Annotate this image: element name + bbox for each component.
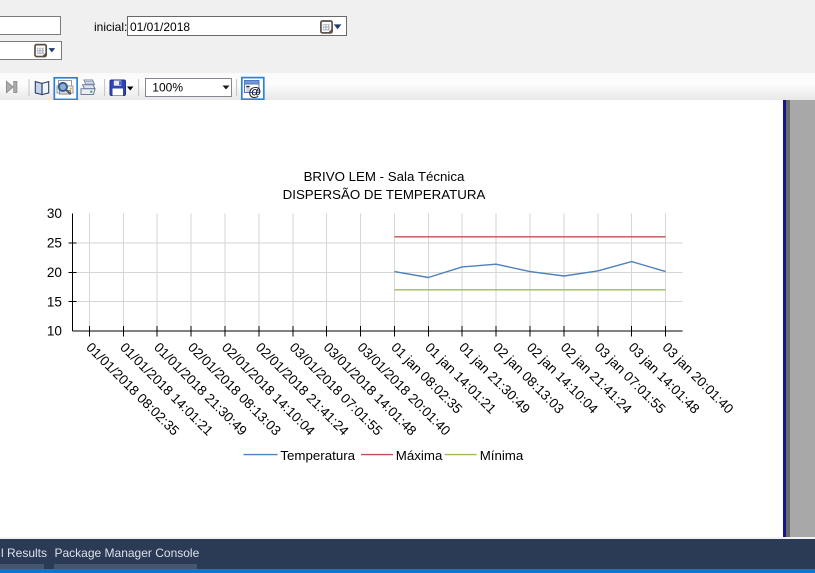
svg-text:25: 25	[47, 236, 62, 251]
svg-text:20: 20	[47, 265, 63, 280]
svg-text:DISPERSÃO DE TEMPERATURA: DISPERSÃO DE TEMPERATURA	[283, 187, 486, 202]
svg-text:BRIVO LEM - Sala Técnica: BRIVO LEM - Sala Técnica	[304, 169, 465, 184]
svg-text:Mínima: Mínima	[480, 448, 524, 463]
svg-text:Máxima: Máxima	[396, 448, 443, 463]
svg-text:100%: 100%	[152, 81, 183, 95]
svg-text:10: 10	[47, 324, 63, 339]
svg-text:Temperatura: Temperatura	[280, 448, 355, 463]
svg-text:30: 30	[47, 206, 63, 221]
svg-text:@: @	[248, 84, 261, 99]
svg-text:15: 15	[47, 294, 62, 309]
